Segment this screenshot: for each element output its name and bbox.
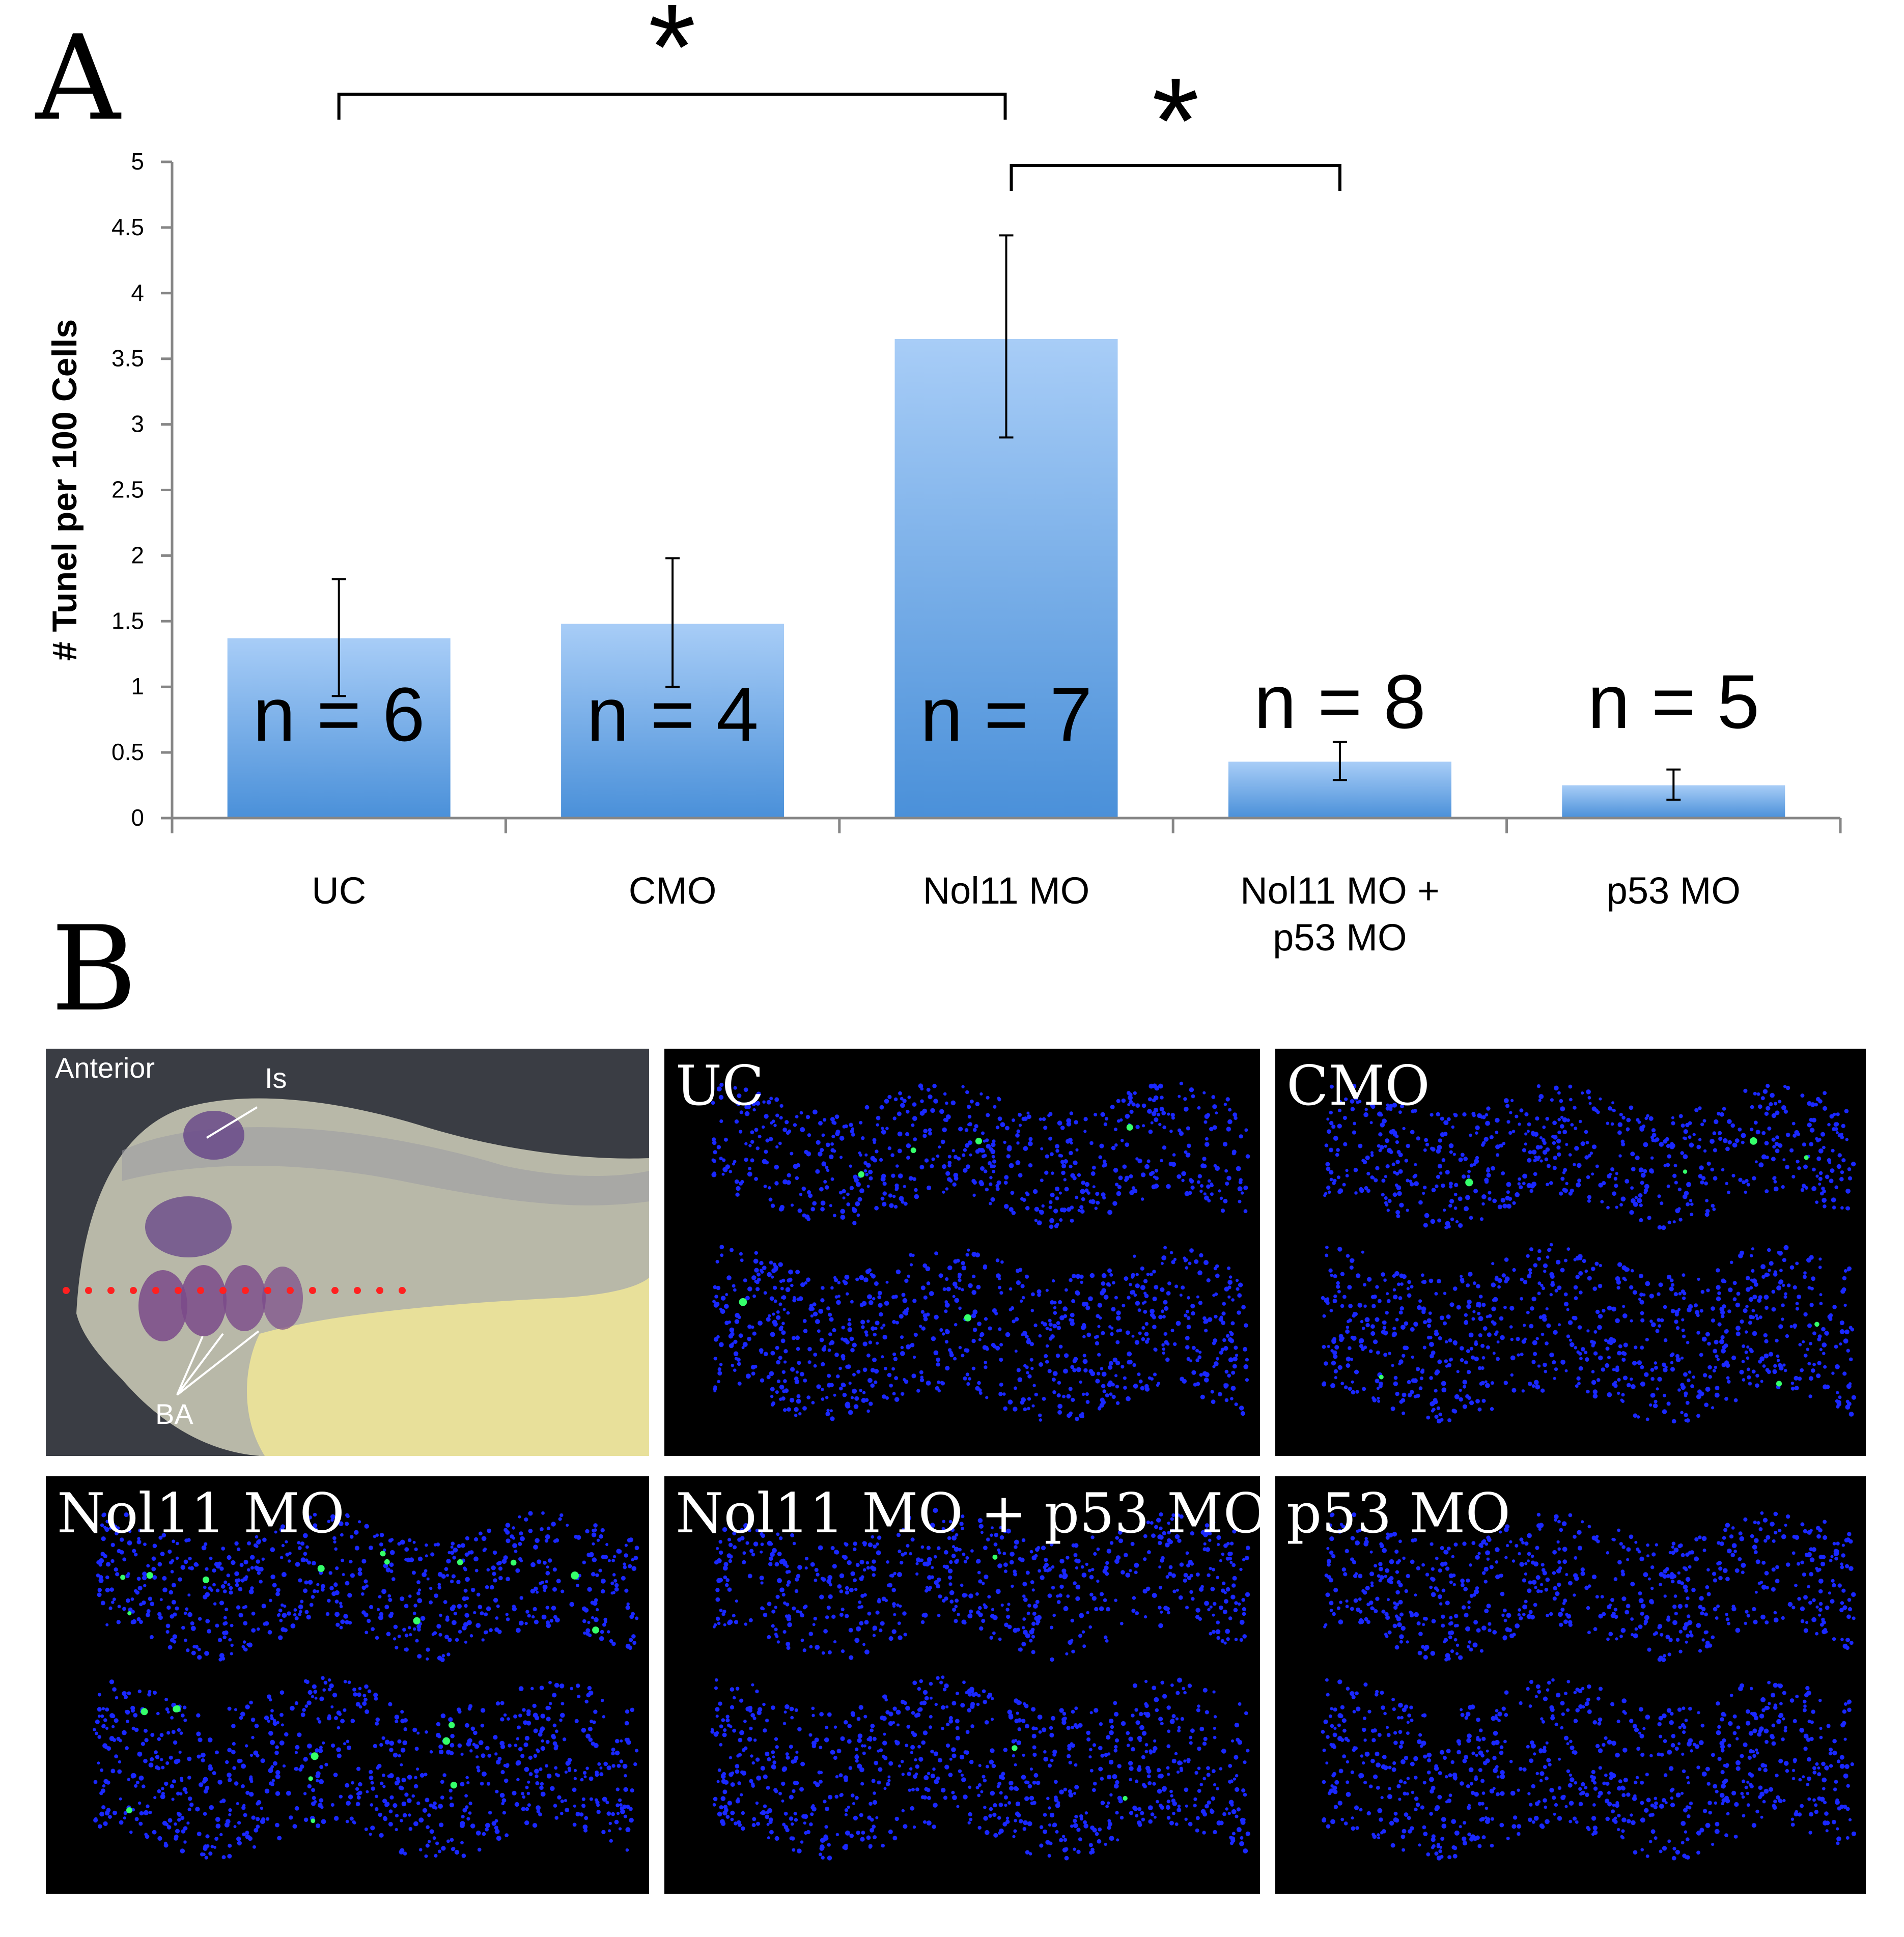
x-tick-label-2-0: Nol11 MO [923,869,1090,912]
n-label-2: n = 7 [920,671,1093,757]
y-axis-label: # Tunel per 100 Cells [45,319,84,661]
anterior-label: Anterior [55,1052,155,1084]
significance-star-0: * [648,0,695,115]
section-nol11-mo-label: Nol11 MO [57,1482,345,1546]
section-cmo-label: CMO [1286,1054,1430,1118]
section-uc: UC [664,1049,1260,1456]
y-tick-label-4: 2 [131,542,144,568]
panel-a-label: A [36,11,121,147]
n-label-3: n = 8 [1254,659,1426,744]
significance-bracket-0 [337,93,1007,120]
y-tick-label-1: 0.5 [111,739,144,765]
y-tick-label-2: 1 [131,673,144,699]
y-tick-label-6: 3 [131,411,144,437]
y-tick-label-0: 0 [131,804,144,831]
x-tick-label-4-0: p53 MO [1607,869,1741,912]
x-tick-label-3-0: Nol11 MO + [1240,869,1439,912]
n-label-4: n = 5 [1587,659,1759,744]
x-tick-label-0-0: UC [312,869,366,912]
y-tick-label-8: 4 [131,279,144,306]
section-nol11-p53-mo: Nol11 MO + p53 MO [664,1476,1260,1894]
x-tick-label-3-1: p53 MO [1273,916,1407,959]
y-tick-label-5: 2.5 [111,476,144,503]
section-p53-mo-label: p53 MO [1286,1482,1511,1546]
significance-bracket-1 [1010,164,1341,191]
section-nol11-mo: Nol11 MO [46,1476,649,1894]
significance-star-1: * [1152,52,1199,189]
section-cmo: CMO [1275,1049,1866,1456]
isthmus-label: Is [265,1062,287,1094]
x-tick-label-1-0: CMO [629,869,717,912]
embryo-photo: Anterior Is BA [46,1049,649,1456]
section-uc-label: UC [676,1054,764,1118]
section-nol11-p53-mo-label: Nol11 MO + p53 MO [676,1482,1260,1546]
panel-b-label: B [51,902,137,1037]
y-tick-label-10: 5 [131,148,144,175]
section-p53-mo: p53 MO [1275,1476,1866,1894]
y-tick-label-7: 3.5 [111,345,144,372]
branchial-arch-label: BA [155,1398,193,1430]
y-tick-label-3: 1.5 [111,607,144,634]
y-tick-label-9: 4.5 [111,214,144,240]
